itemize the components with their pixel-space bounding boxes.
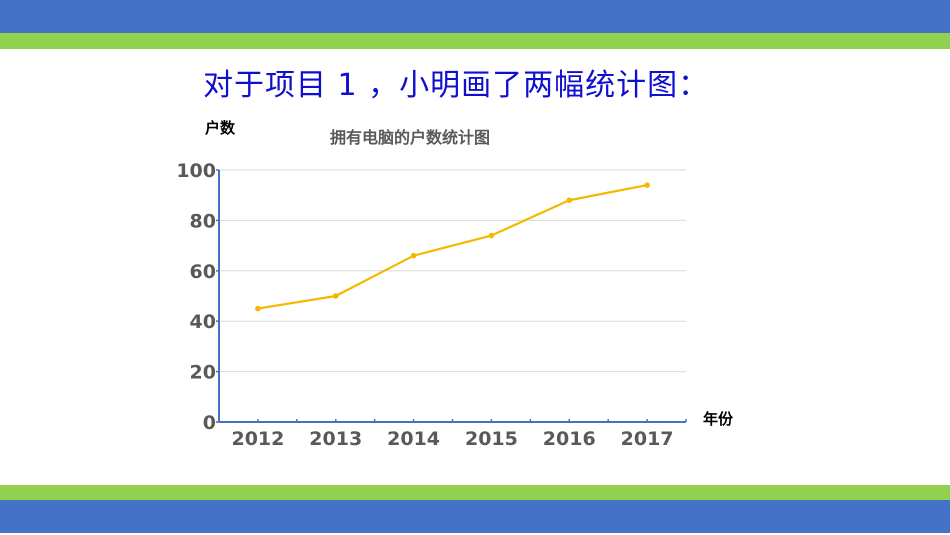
bottom-green-band xyxy=(0,485,950,500)
x-tick-label: 2013 xyxy=(309,428,362,450)
x-tick-label: 2016 xyxy=(543,428,596,450)
data-line xyxy=(257,184,648,310)
y-tick-label: 60 xyxy=(190,261,216,283)
slide-title: 对于项目 1 ，小明画了两幅统计图： xyxy=(203,68,710,103)
y-tick-label: 0 xyxy=(203,412,216,434)
top-green-band xyxy=(0,33,950,49)
x-axis-title: 年份 xyxy=(703,410,734,428)
x-tick-label: 2014 xyxy=(387,428,440,450)
chart-title: 拥有电脑的户数统计图 xyxy=(330,128,491,147)
data-point xyxy=(566,197,573,204)
top-blue-band xyxy=(0,0,950,33)
data-point xyxy=(332,293,339,299)
y-tick-label: 20 xyxy=(190,362,216,384)
y-axis-title: 户数 xyxy=(205,119,236,137)
data-point xyxy=(410,252,417,259)
y-tick-label: 40 xyxy=(190,311,216,333)
data-point xyxy=(255,305,261,312)
y-tick-label: 80 xyxy=(190,210,216,232)
x-tick-label: 2017 xyxy=(621,428,674,450)
bottom-blue-band xyxy=(0,500,950,533)
data-point xyxy=(488,232,495,239)
data-point xyxy=(644,182,650,188)
x-tick-label: 2012 xyxy=(231,428,284,450)
x-tick-label: 2015 xyxy=(465,428,518,450)
y-tick-label: 100 xyxy=(176,160,216,182)
